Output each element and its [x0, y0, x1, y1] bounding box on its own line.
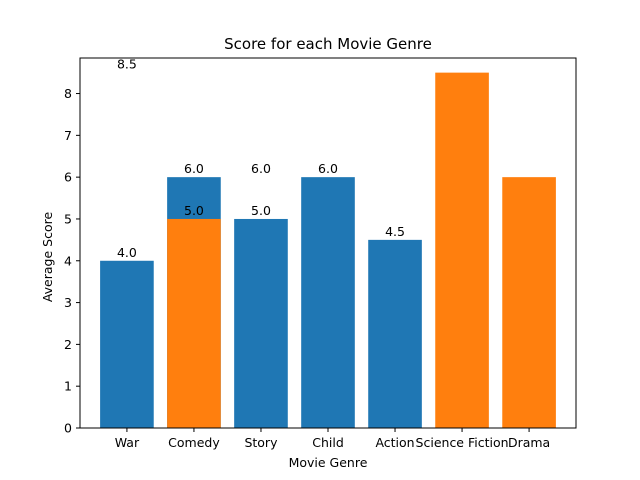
- x-tick-label: Drama: [508, 435, 550, 450]
- y-tick-label: 0: [64, 421, 72, 436]
- bar-comedy-orange: [167, 218, 221, 428]
- bar-story-blue: [234, 218, 288, 428]
- x-tick-label: War: [115, 435, 140, 450]
- x-tick-label: Child: [312, 435, 344, 450]
- y-tick-label: 6: [64, 170, 72, 185]
- y-tick-label: 5: [64, 211, 72, 226]
- y-tick-label: 8: [64, 86, 72, 101]
- y-tick-label: 4: [64, 253, 72, 268]
- y-axis-label: Average Score: [40, 212, 55, 303]
- bar-science-fiction-orange: [435, 72, 489, 429]
- data-label: 4.5: [385, 224, 405, 239]
- x-tick-label: Action: [375, 435, 414, 450]
- y-tick-label: 7: [64, 128, 72, 143]
- data-label: 6.0: [251, 161, 271, 176]
- bar-war-blue: [100, 260, 154, 428]
- data-label: 8.5: [117, 57, 137, 72]
- data-label: 5.0: [251, 203, 271, 218]
- data-label: 6.0: [184, 161, 204, 176]
- bar-action-blue: [368, 239, 422, 428]
- x-tick-label: Story: [244, 435, 278, 450]
- bar-drama-orange: [502, 177, 556, 428]
- x-tick-label: Comedy: [168, 435, 220, 450]
- data-label: 6.0: [318, 161, 338, 176]
- y-tick-label: 2: [64, 337, 72, 352]
- data-label: 4.0: [117, 245, 137, 260]
- data-label: 5.0: [184, 203, 204, 218]
- x-axis-label: Movie Genre: [289, 455, 368, 470]
- x-tick-label: Science Fiction: [416, 435, 509, 450]
- plot-frame: [79, 57, 577, 429]
- data-labels-group: 4.0 6.0 5.0 6.0 4.5 8.5 5.0 6.0: [117, 57, 405, 260]
- bar-child-blue: [301, 177, 355, 428]
- chart-title: Score for each Movie Genre: [224, 35, 432, 53]
- x-axis: War Comedy Story Child Action Science Fiction…: [115, 428, 550, 450]
- bars-group: [100, 72, 556, 429]
- y-tick-label: 3: [64, 295, 72, 310]
- y-tick-label: 1: [64, 379, 72, 394]
- y-axis: 0 1 2 3 4 5 6 7 8: [64, 86, 80, 436]
